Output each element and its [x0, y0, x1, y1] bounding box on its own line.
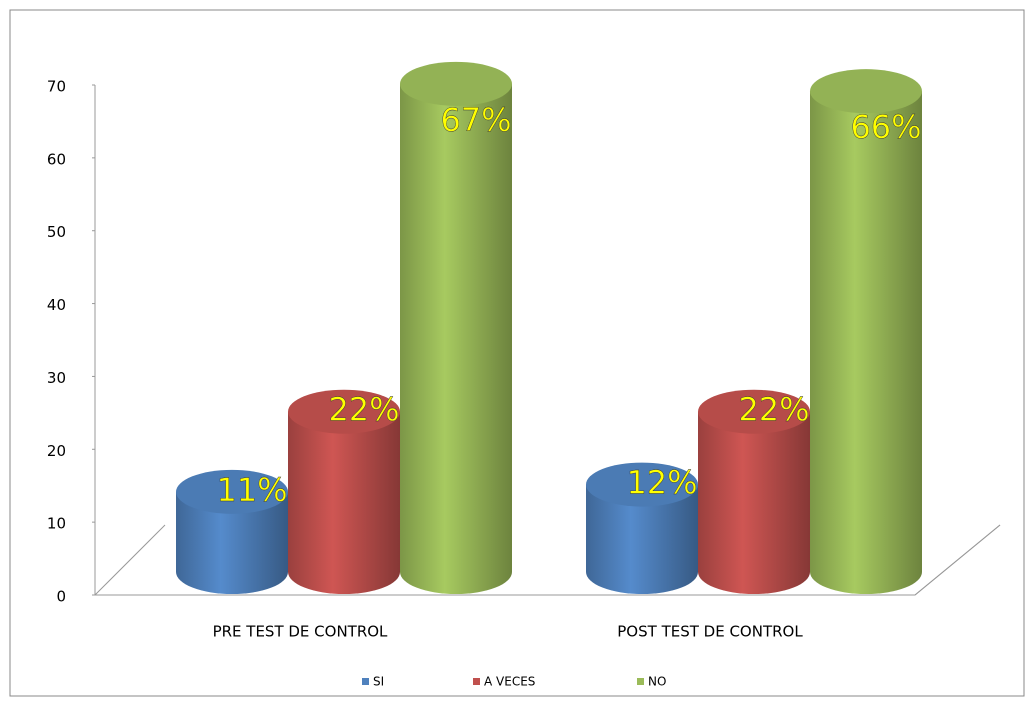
bar-top — [810, 69, 922, 114]
bar-top — [698, 389, 810, 434]
legend-label: A VECES — [484, 675, 535, 689]
value-label: 12% — [626, 464, 697, 502]
bar-top — [400, 61, 512, 106]
y-tick-label: 20 — [47, 442, 66, 460]
y-tick-label: 0 — [56, 588, 66, 606]
floor-edge — [94, 524, 166, 596]
bar — [586, 484, 698, 594]
bar — [288, 411, 400, 594]
bar — [810, 91, 922, 595]
y-tick-label: 30 — [47, 369, 66, 387]
bar — [698, 411, 810, 594]
value-label: 11% — [216, 471, 287, 509]
value-label: 22% — [328, 391, 399, 429]
bar-top — [586, 462, 698, 507]
legend-swatch — [473, 678, 480, 685]
bar-top — [176, 469, 288, 514]
bar — [176, 491, 288, 594]
y-tick-label: 40 — [47, 296, 66, 314]
value-label: 22% — [738, 391, 809, 429]
y-tick-label: 50 — [47, 223, 66, 241]
legend-label: NO — [648, 675, 666, 689]
bar-top — [288, 389, 400, 434]
value-label: 67% — [440, 101, 511, 139]
legend-label: SI — [373, 675, 384, 689]
x-tick-label: PRE TEST DE CONTROL — [213, 623, 388, 641]
legend-swatch — [362, 678, 369, 685]
bar — [400, 83, 512, 594]
floor-edge — [914, 524, 1001, 596]
value-label: 66% — [850, 108, 921, 146]
y-tick-label: 10 — [47, 515, 66, 533]
y-tick-label: 60 — [47, 150, 66, 168]
y-tick-label: 70 — [47, 78, 66, 96]
x-tick-label: POST TEST DE CONTROL — [617, 623, 803, 641]
legend-swatch — [637, 678, 644, 685]
